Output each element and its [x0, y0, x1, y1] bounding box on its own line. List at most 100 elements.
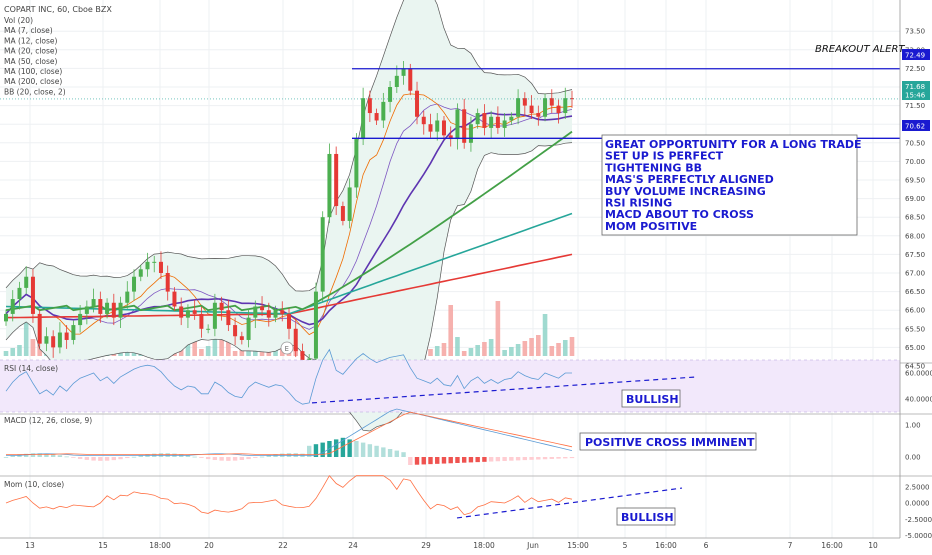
macd-histogram-bar [3, 457, 9, 458]
volume-bar [569, 337, 575, 356]
candle-body [482, 113, 487, 128]
time-tick-label: 24 [348, 541, 358, 550]
candle-body [415, 90, 420, 117]
macd-histogram-bar [455, 457, 460, 463]
candle-body [91, 299, 96, 307]
macd-histogram-bar [98, 457, 103, 461]
macd-histogram-bar [522, 457, 528, 461]
candle-body [71, 325, 76, 340]
indicator-legend-item: MA (200, close) [4, 77, 62, 86]
candle-body [185, 310, 190, 318]
volume-bar [434, 346, 440, 356]
volume-bar [549, 346, 555, 356]
rsi-tick-label: 60.0000 [905, 370, 932, 378]
candle-body [509, 116, 514, 121]
time-tick-label: 18:00 [473, 541, 495, 550]
trade-note-line: SET UP IS PERFECT [605, 150, 724, 163]
price-tick-label: 65.00 [905, 344, 925, 352]
macd-histogram-bar [104, 457, 110, 461]
macd-histogram-bar [131, 456, 137, 458]
candle-body [388, 87, 393, 102]
breakout-price-text: 72.49 [905, 52, 925, 60]
trade-note-line: MAS'S PERFECTLY ALIGNED [605, 173, 774, 186]
time-tick-label: 13 [25, 541, 35, 550]
macd-histogram-bar [259, 456, 265, 458]
macd-histogram-bar [509, 457, 514, 461]
price-tick-label: 64.50 [905, 363, 925, 371]
candle-body [570, 98, 574, 100]
rsi-bullish-label: BULLISH [626, 393, 679, 406]
candle-body [17, 287, 22, 300]
candle-body [354, 139, 359, 188]
macd-histogram-bar [569, 457, 575, 459]
macd-histogram-bar [24, 453, 29, 457]
macd-histogram-bar [205, 457, 211, 460]
earnings-marker-label: E [285, 345, 289, 353]
macd-histogram-bar [401, 452, 406, 457]
macd-histogram-bar [421, 457, 426, 465]
macd-histogram-bar [448, 457, 453, 464]
candle-body [374, 113, 379, 121]
bollinger-fill [6, 0, 572, 431]
candle-body [78, 313, 83, 326]
volume-bar [185, 338, 191, 356]
volume-bar [488, 339, 494, 356]
support-price-tag [902, 120, 930, 131]
candle-body [563, 98, 568, 114]
candle-body [421, 116, 426, 125]
mom-bullish-box [616, 507, 676, 526]
candle-body [347, 187, 352, 221]
macd-histogram-bar [138, 455, 143, 457]
time-tick-label: 29 [421, 541, 431, 550]
candle-body [260, 306, 265, 311]
indicator-legend-item: MA (7, close) [4, 26, 53, 35]
time-tick-label: 6 [704, 541, 709, 550]
candle-body [489, 116, 494, 128]
last-price-text: 71.68 [905, 83, 925, 91]
candle-body [10, 299, 15, 314]
candle-body [118, 302, 123, 318]
indicator-list: Vol (20)MA (7, close)MA (12, close) MA (2… [4, 16, 66, 96]
macd-histogram-bar [50, 454, 56, 457]
time-tick-label: 22 [278, 541, 288, 550]
time-tick-label: Jun [526, 541, 539, 550]
candle-body [435, 120, 440, 132]
lower-indicators: 40.0000 60.0000 0.00 1.00 -5.0000 -2.5000 0.0… [0, 348, 932, 540]
macd-histogram-bar [387, 449, 393, 457]
macd-histogram-bar [64, 456, 69, 458]
macd-histogram-bar [192, 456, 197, 458]
volume-bar [556, 343, 561, 356]
mom-trendline [456, 487, 683, 519]
macd-histogram-bar [57, 455, 63, 457]
macd-histogram-bar [199, 457, 204, 458]
breakout-alert-label: BREAKOUT ALERT [815, 44, 905, 55]
volume-bar [226, 337, 231, 356]
rsi-line [5, 348, 572, 405]
rsi-trendline [311, 376, 698, 404]
candle-body [367, 98, 372, 114]
candle-body [212, 302, 217, 329]
price-tick-label: 73.50 [905, 28, 925, 36]
mom-tick-label: 2.5000 [905, 483, 930, 491]
time-tick-label: 20 [204, 541, 214, 550]
volume-bar [529, 338, 534, 356]
macd-cross-label: POSITIVE CROSS IMMINENT [585, 436, 755, 449]
macd-histogram-bar [10, 455, 15, 457]
macd-histogram-bar [549, 457, 554, 459]
candle-body [273, 310, 278, 318]
candle-body [179, 306, 184, 318]
breakout-price-tag [902, 49, 930, 60]
candle-body [468, 124, 473, 143]
candle-body [253, 306, 258, 318]
indicator-legend-item: MA (12, close) [4, 36, 58, 45]
macd-histogram-bar [529, 457, 534, 460]
candle-body [64, 332, 69, 340]
time-tick-label: 16:00 [655, 541, 677, 550]
macd-histogram-bar [475, 457, 480, 463]
macd-histogram-bar [563, 457, 568, 459]
earnings-marker[interactable] [280, 341, 294, 355]
trade-note-line: TIGHTENING BB [605, 161, 702, 174]
volume-bar [536, 335, 541, 356]
